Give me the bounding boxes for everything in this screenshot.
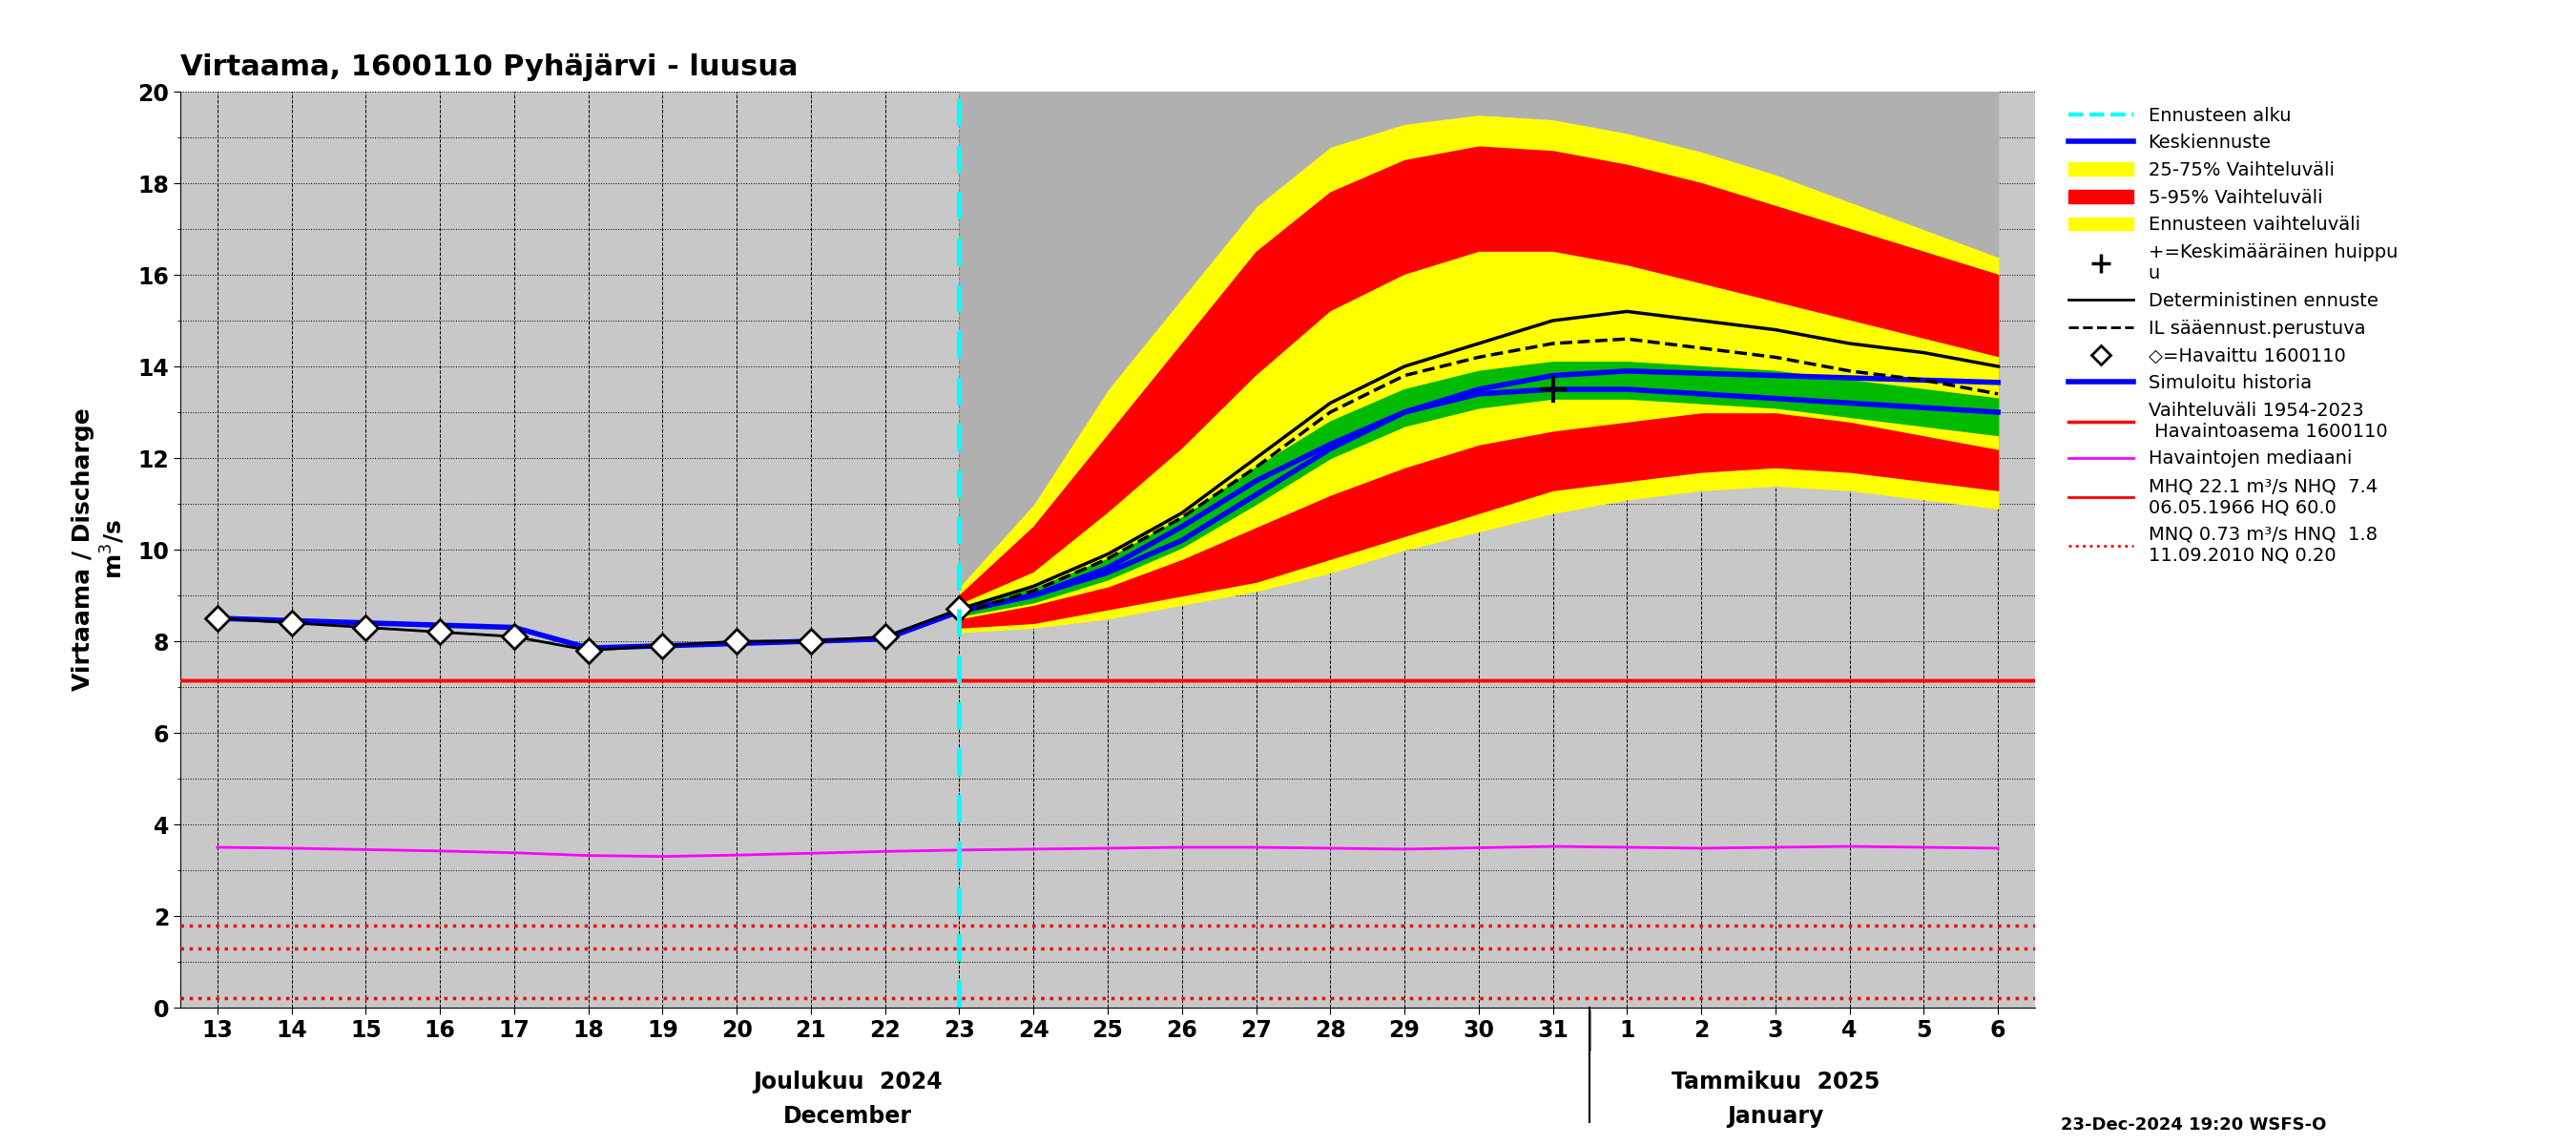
Text: December: December [783,1105,912,1128]
Text: 23-Dec-2024 19:20 WSFS-O: 23-Dec-2024 19:20 WSFS-O [2061,1116,2326,1134]
Text: Virtaama, 1600110 Pyhäjärvi - luusua: Virtaama, 1600110 Pyhäjärvi - luusua [180,54,799,81]
Legend: Ennusteen alku, Keskiennuste, 25-75% Vaihteluväli, 5-95% Vaihteluväli, Ennusteen: Ennusteen alku, Keskiennuste, 25-75% Vai… [2063,101,2403,570]
Text: Joulukuu  2024: Joulukuu 2024 [752,1071,943,1093]
Text: Tammikuu  2025: Tammikuu 2025 [1672,1071,1880,1093]
Text: January: January [1726,1105,1824,1128]
Y-axis label: Virtaama / Discharge
m$^3$/s: Virtaama / Discharge m$^3$/s [72,408,126,692]
